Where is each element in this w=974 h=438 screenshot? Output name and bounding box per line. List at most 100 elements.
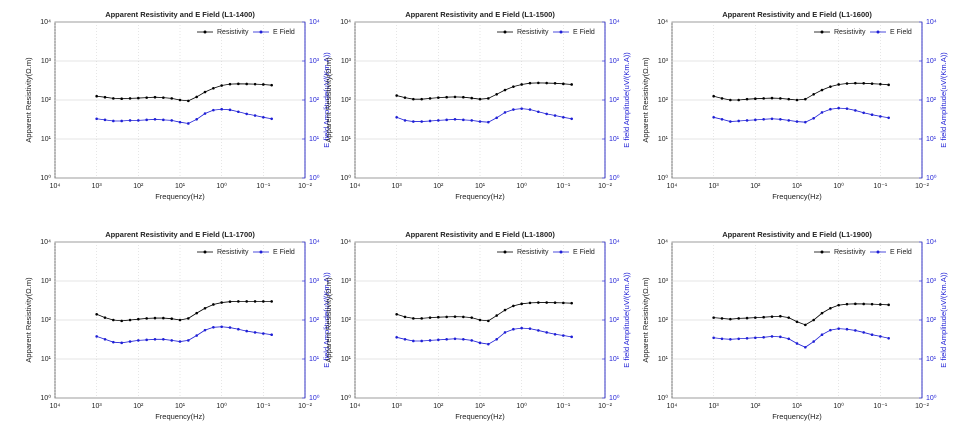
data-point	[220, 107, 223, 111]
data-point	[445, 95, 448, 99]
data-point	[195, 117, 198, 121]
data-point	[812, 318, 815, 322]
y2-tick-label: 10³	[926, 58, 937, 65]
data-point	[862, 302, 865, 306]
data-point	[428, 339, 432, 342]
data-point	[845, 302, 849, 306]
legend-label: Resistivity	[217, 29, 249, 36]
legend-label: Resistivity	[834, 249, 866, 256]
data-point	[804, 97, 807, 101]
data-point	[754, 316, 757, 319]
series-line	[396, 302, 572, 322]
legend-marker	[259, 250, 263, 254]
x-tick-label: 10⁴	[50, 403, 61, 410]
y-tick-label: 10⁰	[657, 394, 668, 402]
chart-title: Apparent Resistivity and E Field (L1-190…	[722, 230, 872, 239]
y2-tick-label: 10³	[926, 278, 937, 285]
data-point	[570, 117, 573, 121]
data-point	[237, 82, 240, 86]
series-line	[713, 82, 889, 101]
data-point	[487, 97, 490, 100]
y2-tick-label: 10²	[926, 97, 937, 104]
data-point	[779, 314, 782, 318]
x-axis-label: Frequency(Hz)	[455, 192, 505, 201]
data-point	[812, 116, 815, 120]
data-point	[512, 304, 515, 308]
legend-label: E Field	[890, 29, 912, 36]
data-point	[187, 339, 190, 342]
data-point	[153, 316, 157, 320]
data-point	[503, 88, 507, 92]
y-axis-label: Apparent Resistivity(Ω.m)	[641, 277, 650, 363]
data-point	[729, 120, 732, 123]
y2-tick-label: 10⁴	[926, 239, 937, 246]
data-point	[795, 342, 799, 345]
data-point	[128, 318, 132, 322]
series-line	[713, 328, 889, 348]
data-point	[553, 82, 557, 85]
x-tick-label: 10³	[392, 183, 403, 190]
data-point	[520, 302, 523, 306]
x-axis-label: Frequency(Hz)	[155, 192, 205, 201]
data-point	[795, 320, 799, 324]
data-point	[145, 317, 148, 320]
data-point	[562, 334, 565, 337]
data-point	[162, 316, 165, 320]
data-point	[729, 98, 732, 102]
y2-tick-label: 10⁰	[926, 394, 937, 402]
y2-tick-label: 10⁰	[309, 174, 320, 182]
data-point	[503, 331, 507, 334]
data-point	[779, 117, 782, 121]
y-tick-label: 10¹	[341, 356, 352, 363]
data-point	[737, 98, 740, 102]
x-axis-label: Frequency(Hz)	[455, 412, 505, 421]
data-point	[545, 331, 548, 334]
data-point	[178, 340, 182, 343]
x-tick-label: 10¹	[175, 403, 186, 410]
data-point	[195, 334, 198, 337]
data-point	[228, 300, 232, 303]
x-tick-label: 10¹	[475, 403, 486, 410]
series-line	[96, 108, 272, 124]
y-tick-label: 10⁴	[40, 239, 51, 246]
chart-title: Apparent Resistivity and E Field (L1-160…	[722, 10, 872, 19]
data-point	[428, 97, 432, 100]
data-point	[562, 116, 565, 119]
y2-tick-label: 10⁰	[609, 174, 620, 182]
legend-label: Resistivity	[217, 249, 249, 256]
y-tick-label: 10⁴	[657, 239, 668, 246]
y2-axis-label: E field Amplitude(uV/(Km.A))	[322, 52, 331, 148]
data-point	[537, 329, 540, 332]
data-point	[120, 119, 123, 123]
series-line	[396, 108, 572, 123]
x-tick-label: 10⁴	[667, 183, 678, 190]
y2-axis-label: E field Amplitude(uV/(Km.A))	[622, 272, 631, 368]
data-point	[845, 327, 849, 331]
data-point	[879, 335, 882, 338]
series-line	[396, 327, 572, 345]
data-point	[178, 120, 182, 124]
y-tick-label: 10³	[41, 58, 52, 65]
legend-marker	[876, 30, 880, 34]
data-point	[453, 95, 457, 99]
data-point	[420, 97, 423, 101]
x-tick-label: 10³	[709, 403, 720, 410]
data-point	[128, 340, 132, 343]
y-tick-label: 10³	[41, 278, 52, 285]
y-tick-label: 10³	[341, 278, 352, 285]
data-point	[745, 316, 749, 320]
data-point	[403, 315, 407, 319]
x-tick-label: 10¹	[792, 403, 803, 410]
data-point	[103, 118, 107, 122]
y-axis-label: Apparent Resistivity(Ω.m)	[24, 57, 33, 143]
y-axis-label: Apparent Resistivity(Ω.m)	[324, 277, 333, 363]
x-tick-label: 10³	[92, 403, 103, 410]
data-point	[137, 119, 140, 122]
y2-tick-label: 10¹	[609, 356, 620, 363]
data-point	[237, 110, 240, 114]
data-point	[270, 300, 273, 303]
data-point	[520, 83, 523, 86]
data-point	[720, 117, 724, 121]
data-point	[162, 337, 165, 341]
